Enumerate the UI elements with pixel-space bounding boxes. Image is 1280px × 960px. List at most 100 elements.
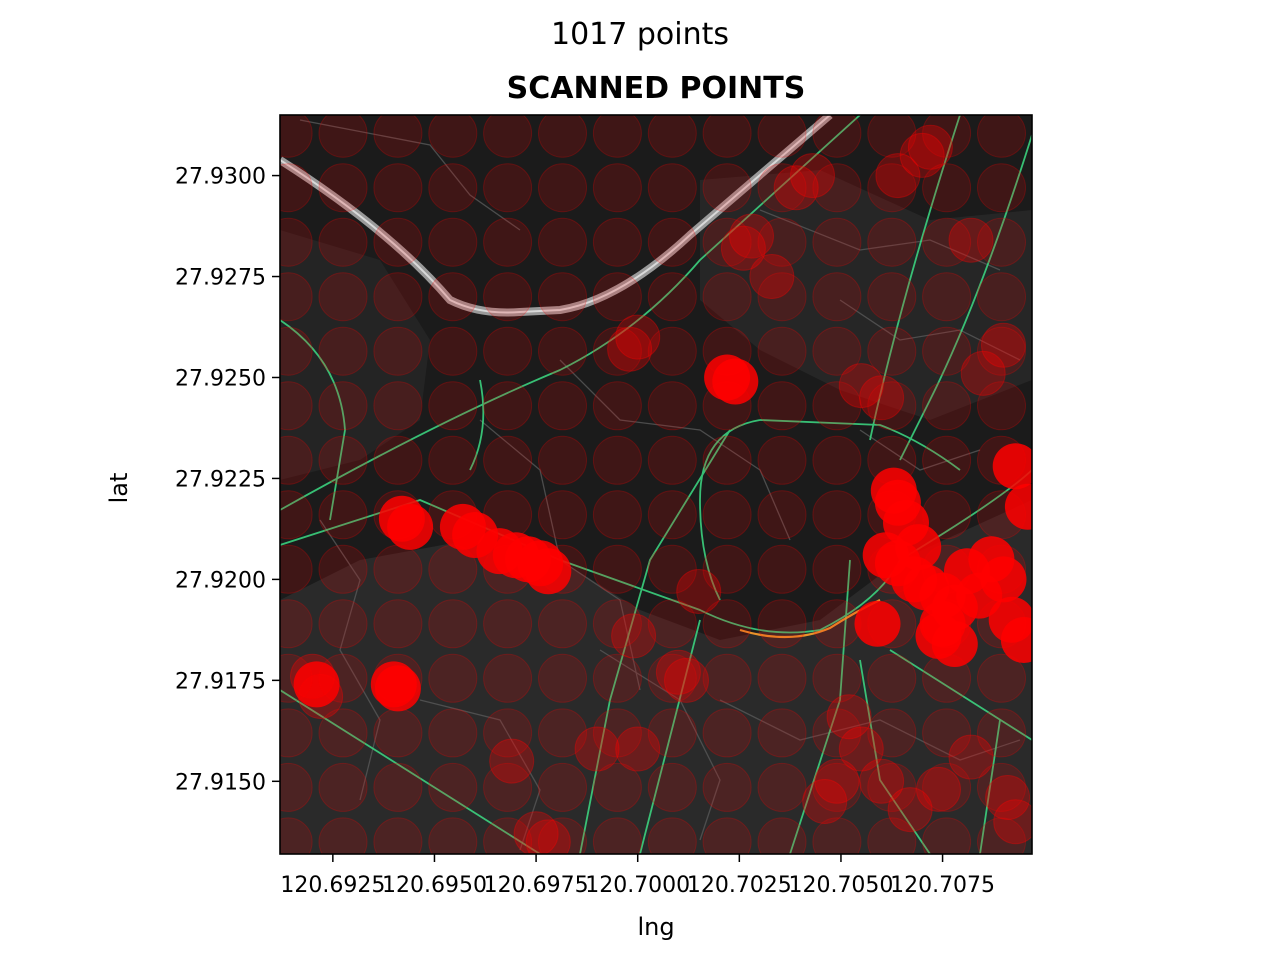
scan-point <box>280 435 313 485</box>
scan-point <box>702 708 752 758</box>
scan-point <box>647 326 697 376</box>
scan-point <box>538 163 587 213</box>
scan-point <box>428 272 478 322</box>
scan-point <box>647 817 697 854</box>
y-axis-label: lat <box>105 473 133 504</box>
y-tick-label: 27.9300 <box>175 165 266 190</box>
scan-point <box>592 490 642 540</box>
y-axis: 27.9150 27.9175 27.9200 27.9225 27.9250 27.92… <box>175 165 280 795</box>
scan-point <box>702 115 752 158</box>
scan-point <box>483 217 533 267</box>
scan-point <box>280 490 313 540</box>
scan-point <box>757 653 807 703</box>
scan-point <box>428 326 478 376</box>
scan-point <box>960 350 1006 396</box>
scan-point <box>948 734 994 780</box>
scan-point <box>280 163 313 213</box>
scan-point <box>318 599 368 649</box>
scan-point <box>812 435 862 485</box>
scan-point <box>859 758 905 804</box>
scan-point <box>592 272 642 322</box>
scan-point <box>318 326 368 376</box>
scan-point <box>757 326 807 376</box>
scan-point <box>887 787 933 833</box>
plot-area <box>279 114 1033 855</box>
scan-point <box>483 115 533 158</box>
scan-point <box>373 163 423 213</box>
scan-point <box>387 503 434 550</box>
x-tick-label: 120.7050 <box>788 873 893 898</box>
scan-point <box>647 435 697 485</box>
scan-point <box>875 153 921 199</box>
scan-point <box>702 163 752 213</box>
chart-title: SCANNED POINTS <box>507 71 806 106</box>
scan-point <box>812 217 862 267</box>
scan-point <box>826 694 872 740</box>
y-tick-label: 27.9225 <box>175 467 266 492</box>
scan-point <box>812 490 862 540</box>
scan-clusters <box>290 124 1032 854</box>
x-axis: 120.6925120.6950120.6975120.7000120.7025… <box>280 854 995 898</box>
scan-point <box>538 708 587 758</box>
scan-point <box>538 490 587 540</box>
scan-point <box>428 217 478 267</box>
scan-point <box>1004 483 1032 530</box>
map-green-roads <box>280 115 1032 854</box>
scan-point <box>428 435 478 485</box>
scan-point <box>977 163 1026 213</box>
scan-point <box>483 599 533 649</box>
scan-point <box>702 762 752 812</box>
scan-point <box>293 661 340 708</box>
scan-point <box>483 272 533 322</box>
scan-point <box>647 163 697 213</box>
scan-point <box>812 163 862 213</box>
scan-point <box>757 599 807 649</box>
scan-point <box>318 217 368 267</box>
scan-point <box>592 653 642 703</box>
scan-point <box>538 326 587 376</box>
scan-point <box>916 766 961 812</box>
scan-point <box>812 817 862 854</box>
scan-point <box>729 213 774 259</box>
scan-point <box>428 708 478 758</box>
scan-point <box>592 326 642 376</box>
scan-point <box>757 490 807 540</box>
scan-point <box>538 272 587 322</box>
x-tick-label: 120.6950 <box>382 873 487 898</box>
scan-point <box>867 272 917 322</box>
scan-point <box>483 653 533 703</box>
x-tick-label: 120.6975 <box>484 873 589 898</box>
scan-point <box>373 762 423 812</box>
scan-point <box>647 115 697 158</box>
scan-point <box>592 435 642 485</box>
scan-point <box>664 657 709 703</box>
scan-point <box>790 153 835 199</box>
scan-point <box>702 653 752 703</box>
chart-suptitle: 1017 points <box>551 17 729 52</box>
scan-point <box>373 544 423 594</box>
scan-point <box>922 708 972 758</box>
y-tick-label: 27.9150 <box>175 770 266 795</box>
scan-point <box>428 653 478 703</box>
scan-point <box>867 817 917 854</box>
scan-point <box>318 544 368 594</box>
scan-point <box>318 115 368 158</box>
scan-point <box>280 115 313 158</box>
scan-point <box>280 544 313 594</box>
scan-point <box>592 544 642 594</box>
scan-point <box>812 381 862 431</box>
map-land-patch <box>280 230 430 480</box>
scan-point <box>280 708 313 758</box>
scan-point <box>318 381 368 431</box>
scan-point <box>592 762 642 812</box>
scan-point <box>867 115 917 158</box>
scan-point <box>647 217 697 267</box>
scan-point <box>318 435 368 485</box>
scan-point <box>812 762 862 812</box>
scan-point <box>757 272 807 322</box>
map-land-patch <box>700 170 1032 420</box>
scan-point <box>977 708 1026 758</box>
scan-point <box>702 217 752 267</box>
scan-point <box>318 708 368 758</box>
